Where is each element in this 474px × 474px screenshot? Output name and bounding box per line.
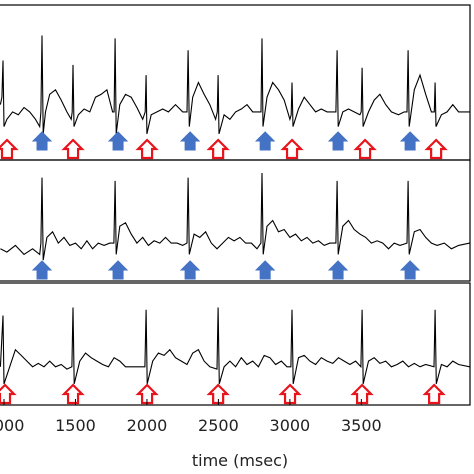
red-arrow [280,138,304,160]
x-tick-label: 3000 [270,416,311,435]
blue-arrow [254,260,276,280]
blue-arrow [31,260,53,280]
panel-frame [0,282,471,406]
blue-arrow [179,260,201,280]
red-arrow [206,138,230,160]
x-axis-label: time (msec) [192,451,288,470]
blue-arrow [327,260,349,280]
red-arrow [350,383,374,405]
red-arrow [422,383,446,405]
x-tick-label: 2500 [198,416,239,435]
signal-trace [0,35,470,135]
panel-frame [0,159,471,282]
blue-arrow [31,131,53,151]
x-tick-label: 1000 [0,416,24,435]
blue-arrow [399,260,421,280]
blue-arrow [327,131,349,151]
blue-arrow [107,131,129,151]
panel-frame [0,4,471,161]
red-arrow [0,138,19,160]
signal-trace [0,172,470,261]
red-arrow [135,138,159,160]
signal-trace [0,307,470,385]
x-tick-label: 3500 [341,416,382,435]
blue-arrow [254,131,276,151]
red-arrow [424,138,448,160]
x-tick-label: 2000 [127,416,168,435]
red-arrow [353,138,377,160]
red-arrow [61,383,85,405]
blue-arrow [399,131,421,151]
blue-arrow [107,260,129,280]
red-arrow [0,383,17,405]
red-arrow [61,138,85,160]
x-tick-label: 1500 [55,416,96,435]
blue-arrow [179,131,201,151]
